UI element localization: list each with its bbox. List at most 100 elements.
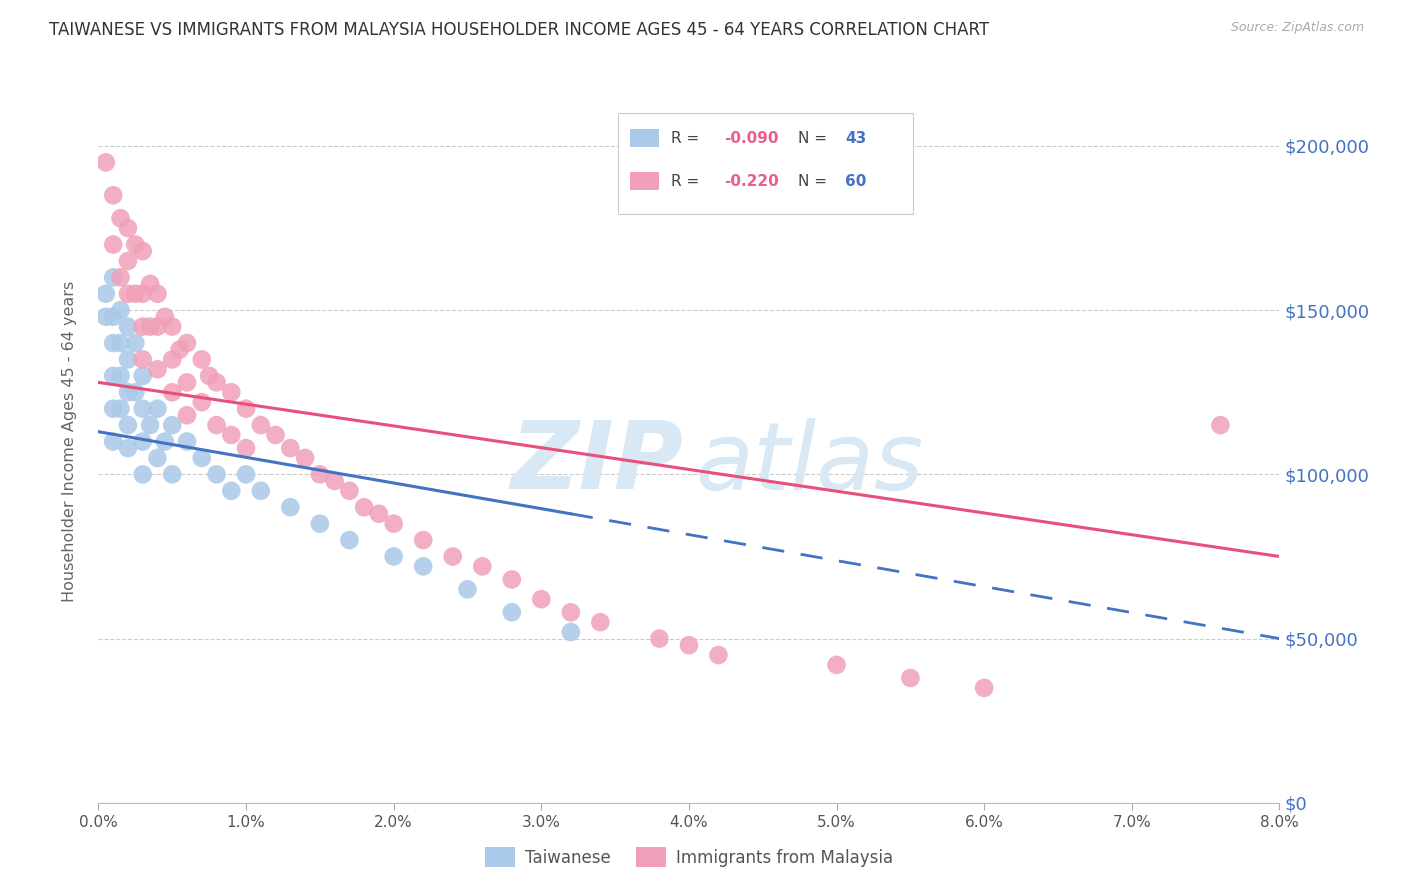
Point bbox=[132, 401, 155, 416]
Point bbox=[707, 648, 730, 662]
Point bbox=[235, 441, 257, 455]
Point bbox=[132, 319, 155, 334]
Point bbox=[825, 657, 848, 672]
Point bbox=[221, 385, 243, 400]
Text: R =: R = bbox=[671, 174, 704, 189]
Point bbox=[139, 319, 162, 334]
Point bbox=[221, 428, 243, 442]
Point bbox=[146, 401, 169, 416]
Point bbox=[132, 244, 155, 258]
Point bbox=[103, 270, 125, 285]
Point bbox=[382, 549, 405, 564]
Point bbox=[339, 483, 361, 498]
Point bbox=[441, 549, 464, 564]
Point bbox=[117, 319, 139, 334]
Text: -0.090: -0.090 bbox=[724, 130, 779, 145]
Point bbox=[235, 401, 257, 416]
Point bbox=[124, 286, 146, 301]
Point bbox=[678, 638, 700, 652]
Point bbox=[110, 336, 132, 351]
Point bbox=[117, 441, 139, 455]
Point bbox=[280, 441, 302, 455]
Legend: Taiwanese, Immigrants from Malaysia: Taiwanese, Immigrants from Malaysia bbox=[478, 840, 900, 874]
Point bbox=[176, 409, 198, 423]
Text: ZIP: ZIP bbox=[510, 417, 683, 509]
Point bbox=[176, 336, 198, 351]
Point bbox=[205, 467, 228, 482]
Point bbox=[117, 253, 139, 268]
Point bbox=[191, 352, 214, 367]
Point bbox=[110, 401, 132, 416]
Point bbox=[1209, 418, 1232, 433]
Point bbox=[353, 500, 375, 515]
Point bbox=[103, 434, 125, 449]
Point bbox=[94, 310, 117, 324]
Point bbox=[146, 319, 169, 334]
Point bbox=[124, 237, 146, 252]
Point bbox=[250, 483, 273, 498]
Point bbox=[589, 615, 612, 630]
Point bbox=[280, 500, 302, 515]
Point bbox=[309, 516, 332, 531]
Point bbox=[110, 368, 132, 383]
Point bbox=[124, 385, 146, 400]
Point bbox=[117, 385, 139, 400]
Point bbox=[124, 336, 146, 351]
Text: atlas: atlas bbox=[695, 417, 924, 508]
Point bbox=[235, 467, 257, 482]
Point bbox=[309, 467, 332, 482]
Point bbox=[153, 434, 176, 449]
Point bbox=[103, 310, 125, 324]
Text: -0.220: -0.220 bbox=[724, 174, 779, 189]
Point bbox=[162, 352, 183, 367]
Point bbox=[146, 286, 169, 301]
FancyBboxPatch shape bbox=[630, 172, 659, 191]
Point bbox=[176, 434, 198, 449]
FancyBboxPatch shape bbox=[619, 112, 914, 214]
Point bbox=[146, 450, 169, 465]
Point bbox=[323, 474, 346, 488]
Point bbox=[117, 286, 139, 301]
Point bbox=[162, 319, 183, 334]
Text: N =: N = bbox=[797, 130, 831, 145]
Point bbox=[132, 434, 155, 449]
Point bbox=[221, 483, 243, 498]
Point bbox=[176, 376, 198, 390]
Point bbox=[382, 516, 405, 531]
Point bbox=[530, 592, 553, 607]
Point bbox=[139, 277, 162, 291]
Point bbox=[205, 376, 228, 390]
Point bbox=[205, 418, 228, 433]
Point bbox=[264, 428, 287, 442]
Point bbox=[94, 155, 117, 169]
Point bbox=[973, 681, 995, 695]
Point bbox=[471, 559, 494, 574]
Point bbox=[94, 286, 117, 301]
Point bbox=[103, 401, 125, 416]
Point bbox=[501, 605, 523, 619]
Point bbox=[250, 418, 273, 433]
Point bbox=[103, 237, 125, 252]
Point bbox=[117, 418, 139, 433]
Point bbox=[110, 303, 132, 318]
Point bbox=[146, 362, 169, 376]
Point bbox=[412, 533, 434, 547]
Point bbox=[162, 467, 183, 482]
Text: Source: ZipAtlas.com: Source: ZipAtlas.com bbox=[1230, 21, 1364, 34]
Y-axis label: Householder Income Ages 45 - 64 years: Householder Income Ages 45 - 64 years bbox=[62, 281, 77, 602]
Point bbox=[139, 418, 162, 433]
Point bbox=[294, 450, 316, 465]
Point bbox=[153, 310, 176, 324]
Point bbox=[162, 385, 183, 400]
Point bbox=[103, 336, 125, 351]
Point bbox=[103, 368, 125, 383]
Text: N =: N = bbox=[797, 174, 831, 189]
Point bbox=[103, 188, 125, 202]
Point bbox=[900, 671, 922, 685]
Point bbox=[648, 632, 671, 646]
Point bbox=[560, 605, 582, 619]
FancyBboxPatch shape bbox=[630, 129, 659, 147]
Point bbox=[368, 507, 391, 521]
Point bbox=[457, 582, 479, 597]
Point bbox=[501, 573, 523, 587]
